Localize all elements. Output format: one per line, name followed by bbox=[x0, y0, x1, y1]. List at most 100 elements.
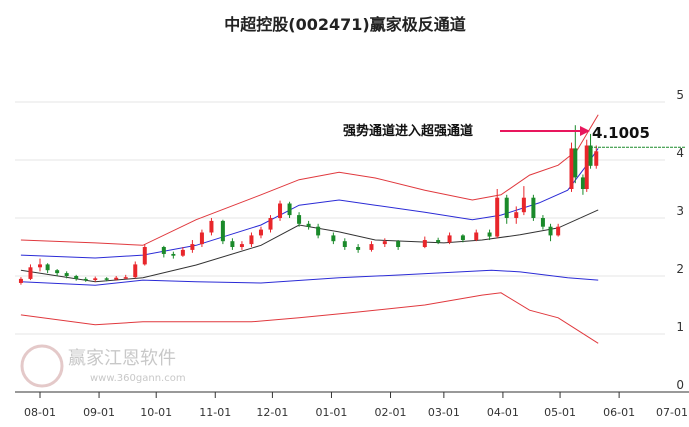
candle-body bbox=[133, 264, 138, 278]
candle bbox=[460, 234, 465, 243]
candle bbox=[74, 274, 79, 281]
candle bbox=[531, 194, 536, 221]
candle bbox=[569, 142, 574, 192]
candle-body bbox=[104, 278, 109, 280]
watermark-url: www.360gann.com bbox=[90, 373, 186, 384]
candle-body bbox=[180, 249, 185, 256]
band-middle bbox=[20, 209, 599, 283]
y-tick-label: 5 bbox=[676, 88, 684, 102]
band-lower-inner bbox=[20, 269, 599, 286]
annotation: 强势通道进入超强通道 4.1005 bbox=[343, 123, 686, 148]
x-tick-label: 09-01 bbox=[83, 406, 115, 419]
candle-body bbox=[161, 247, 166, 254]
candle bbox=[594, 145, 599, 169]
x-tick-label: 11-01 bbox=[199, 406, 231, 419]
candle bbox=[331, 232, 336, 245]
candle bbox=[316, 223, 321, 239]
candle bbox=[514, 206, 519, 224]
candle bbox=[220, 219, 225, 245]
axes: 0 1 2 3 4 5 08-01 09-01 10-01 11-01 12-01 01-01 02-0… bbox=[15, 88, 689, 419]
candle bbox=[93, 276, 98, 282]
candle-body bbox=[422, 240, 427, 247]
candle bbox=[190, 240, 195, 253]
candle bbox=[142, 244, 147, 266]
candle-body bbox=[83, 278, 88, 281]
candle-body bbox=[584, 145, 589, 189]
candle-body bbox=[588, 145, 593, 166]
candle bbox=[83, 277, 88, 282]
candle bbox=[573, 125, 578, 184]
candle bbox=[230, 238, 235, 250]
x-tick-label: 10-01 bbox=[140, 406, 172, 419]
candle-body bbox=[199, 232, 204, 245]
candle-body bbox=[306, 223, 311, 227]
candle bbox=[396, 240, 401, 250]
arrow-head-icon bbox=[580, 126, 590, 136]
candle bbox=[436, 237, 441, 245]
candle bbox=[28, 264, 33, 281]
candle bbox=[584, 139, 589, 192]
candle-body bbox=[93, 278, 98, 281]
x-tick-label: 04-01 bbox=[487, 406, 519, 419]
candle bbox=[447, 232, 452, 245]
y-tick-label: 1 bbox=[676, 320, 684, 334]
candle bbox=[123, 274, 128, 279]
candle-body bbox=[74, 276, 79, 279]
candle bbox=[171, 251, 176, 259]
candle bbox=[278, 200, 283, 221]
candle bbox=[504, 194, 509, 224]
grid bbox=[15, 101, 665, 335]
candle bbox=[180, 247, 185, 257]
candle-body bbox=[114, 277, 119, 280]
candle-body bbox=[171, 253, 176, 256]
candle bbox=[487, 229, 492, 241]
candle bbox=[64, 271, 69, 279]
candle-body bbox=[436, 240, 441, 243]
candle bbox=[268, 215, 273, 233]
candle-body bbox=[548, 226, 553, 236]
candle bbox=[422, 236, 427, 249]
candle bbox=[199, 229, 204, 247]
x-tick-label: 08-01 bbox=[24, 406, 56, 419]
candle bbox=[249, 232, 254, 247]
candle bbox=[474, 229, 479, 242]
candle-body bbox=[447, 235, 452, 243]
candle-body bbox=[209, 220, 214, 233]
candle bbox=[580, 174, 585, 195]
candle-body bbox=[521, 197, 526, 213]
candle bbox=[38, 258, 42, 272]
candle bbox=[18, 277, 23, 285]
candle bbox=[548, 223, 553, 242]
candle-body bbox=[487, 232, 492, 237]
candle-body bbox=[38, 264, 42, 268]
candle-body bbox=[45, 264, 50, 271]
candle bbox=[495, 189, 500, 239]
candle-body bbox=[239, 244, 244, 247]
candle bbox=[55, 269, 60, 276]
y-tick-label: 3 bbox=[676, 204, 684, 218]
candle-body bbox=[64, 273, 69, 276]
watermark: 赢家江恩软件 www.360gann.com bbox=[20, 344, 186, 388]
candle-body bbox=[268, 218, 273, 230]
annotation-price: 4.1005 bbox=[592, 124, 650, 142]
chart-title: 中超控股(002471)赢家极反通道 bbox=[224, 15, 465, 34]
candle bbox=[588, 133, 593, 169]
candle-body bbox=[556, 226, 561, 236]
candle bbox=[239, 241, 244, 250]
candle-body bbox=[573, 148, 578, 178]
candle bbox=[258, 226, 263, 239]
candle-body bbox=[123, 277, 128, 279]
candle bbox=[369, 241, 374, 252]
candle bbox=[114, 276, 119, 281]
x-tick-label: 05-01 bbox=[544, 406, 576, 419]
candle-body bbox=[258, 229, 263, 236]
candle-body bbox=[580, 177, 585, 189]
candle-body bbox=[369, 244, 374, 250]
candle-body bbox=[331, 235, 336, 242]
candle-body bbox=[569, 148, 574, 189]
candle bbox=[540, 215, 545, 230]
candle-body bbox=[594, 151, 599, 166]
candle bbox=[45, 263, 50, 274]
y-tick-label: 0 bbox=[676, 378, 684, 392]
